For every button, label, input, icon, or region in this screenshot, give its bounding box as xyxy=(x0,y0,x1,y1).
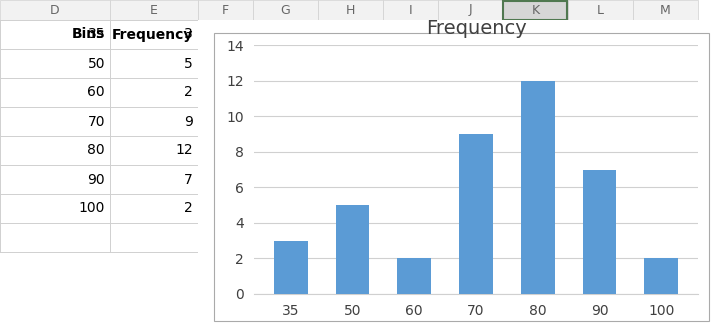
Title: Frequency: Frequency xyxy=(426,19,526,38)
Text: F: F xyxy=(222,3,229,16)
Bar xyxy=(198,0,253,20)
Bar xyxy=(503,0,568,19)
Text: I: I xyxy=(409,3,413,16)
Text: 35: 35 xyxy=(88,27,105,41)
Text: 80: 80 xyxy=(88,144,105,158)
Text: J: J xyxy=(468,3,472,16)
Bar xyxy=(0,20,198,49)
Text: L: L xyxy=(597,3,604,16)
Bar xyxy=(274,240,307,294)
Bar xyxy=(0,20,198,49)
Text: H: H xyxy=(346,3,355,16)
Bar xyxy=(503,0,568,20)
Bar xyxy=(633,0,698,20)
Bar xyxy=(0,107,198,136)
Text: 7: 7 xyxy=(184,172,193,186)
Bar xyxy=(645,259,679,294)
Text: 100: 100 xyxy=(78,201,105,215)
Bar xyxy=(438,0,503,20)
Bar xyxy=(0,136,198,165)
Text: 60: 60 xyxy=(88,86,105,100)
Text: 50: 50 xyxy=(88,56,105,70)
Bar xyxy=(336,205,370,294)
Bar xyxy=(0,49,198,78)
Text: D: D xyxy=(50,3,59,16)
Bar xyxy=(0,194,198,223)
Text: Frequency: Frequency xyxy=(112,27,193,41)
Bar xyxy=(0,78,198,107)
Text: K: K xyxy=(531,3,539,16)
Bar xyxy=(383,0,438,20)
Text: 9: 9 xyxy=(184,115,193,129)
Text: 90: 90 xyxy=(88,172,105,186)
Bar xyxy=(459,134,493,294)
Text: 2: 2 xyxy=(184,86,193,100)
Text: Bins: Bins xyxy=(72,27,105,41)
Text: 5: 5 xyxy=(184,56,193,70)
Text: 70: 70 xyxy=(88,115,105,129)
Bar xyxy=(568,0,633,20)
Bar xyxy=(0,165,198,194)
Bar xyxy=(0,0,110,20)
Bar xyxy=(397,259,431,294)
Bar xyxy=(110,0,198,20)
Bar xyxy=(318,0,383,20)
Text: M: M xyxy=(660,3,671,16)
Text: G: G xyxy=(281,3,291,16)
Bar xyxy=(253,0,318,20)
Bar xyxy=(521,81,555,294)
Bar xyxy=(582,170,616,294)
Text: 12: 12 xyxy=(175,144,193,158)
Text: 3: 3 xyxy=(184,27,193,41)
Text: 2: 2 xyxy=(184,201,193,215)
Text: E: E xyxy=(150,3,158,16)
